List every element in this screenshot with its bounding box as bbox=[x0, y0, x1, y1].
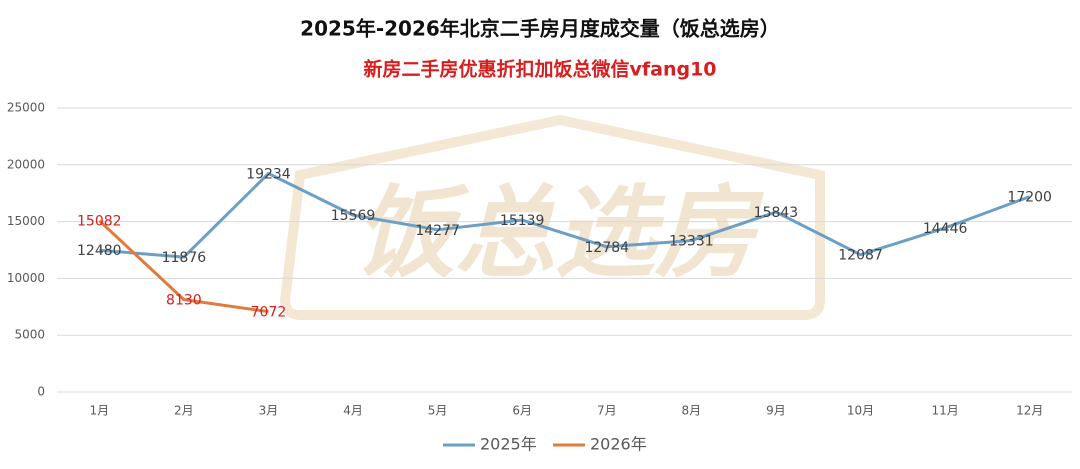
data-label: 14277 bbox=[415, 223, 460, 239]
x-tick-label: 10月 bbox=[847, 404, 874, 418]
x-tick-label: 4月 bbox=[343, 404, 363, 418]
y-tick-label: 15000 bbox=[7, 214, 45, 228]
chart-title: 2025年-2026年北京二手房月度成交量（饭总选房） bbox=[300, 17, 780, 41]
x-tick-label: 9月 bbox=[766, 404, 786, 418]
data-label: 13331 bbox=[669, 234, 714, 250]
data-label: 7072 bbox=[251, 305, 287, 321]
data-label: 11876 bbox=[162, 250, 207, 266]
data-label: 12480 bbox=[77, 243, 122, 259]
x-tick-label: 11月 bbox=[931, 404, 958, 418]
series-line bbox=[98, 219, 269, 314]
data-label: 12087 bbox=[838, 248, 883, 264]
x-tick-label: 5月 bbox=[428, 404, 448, 418]
x-tick-label: 7月 bbox=[597, 404, 617, 418]
data-label: 15082 bbox=[77, 214, 122, 230]
chart-subtitle: 新房二手房优惠折扣加饭总微信vfang10 bbox=[363, 58, 716, 81]
y-tick-label: 25000 bbox=[7, 101, 45, 115]
y-tick-label: 20000 bbox=[7, 157, 45, 171]
data-label: 15569 bbox=[331, 208, 376, 224]
data-label: 17200 bbox=[1007, 190, 1052, 206]
x-tick-label: 12月 bbox=[1016, 404, 1043, 418]
data-label: 15139 bbox=[500, 213, 545, 229]
data-label: 14446 bbox=[923, 221, 968, 237]
legend-label: 2026年 bbox=[590, 435, 647, 454]
data-label: 15843 bbox=[754, 205, 799, 221]
data-label: 8130 bbox=[166, 293, 202, 309]
y-tick-label: 5000 bbox=[14, 328, 45, 342]
series-line bbox=[99, 172, 1031, 259]
watermark-shape bbox=[279, 114, 825, 320]
y-tick-label: 0 bbox=[37, 385, 45, 399]
legend-label: 2025年 bbox=[480, 435, 537, 454]
data-label: 19234 bbox=[246, 167, 291, 183]
x-tick-label: 6月 bbox=[512, 404, 532, 418]
x-tick-label: 8月 bbox=[682, 404, 702, 418]
x-tick-label: 1月 bbox=[89, 404, 109, 418]
x-tick-label: 3月 bbox=[259, 404, 279, 418]
grid bbox=[57, 107, 1072, 393]
data-label: 12784 bbox=[585, 240, 630, 256]
y-tick-label: 10000 bbox=[7, 271, 45, 285]
x-tick-label: 2月 bbox=[174, 404, 194, 418]
